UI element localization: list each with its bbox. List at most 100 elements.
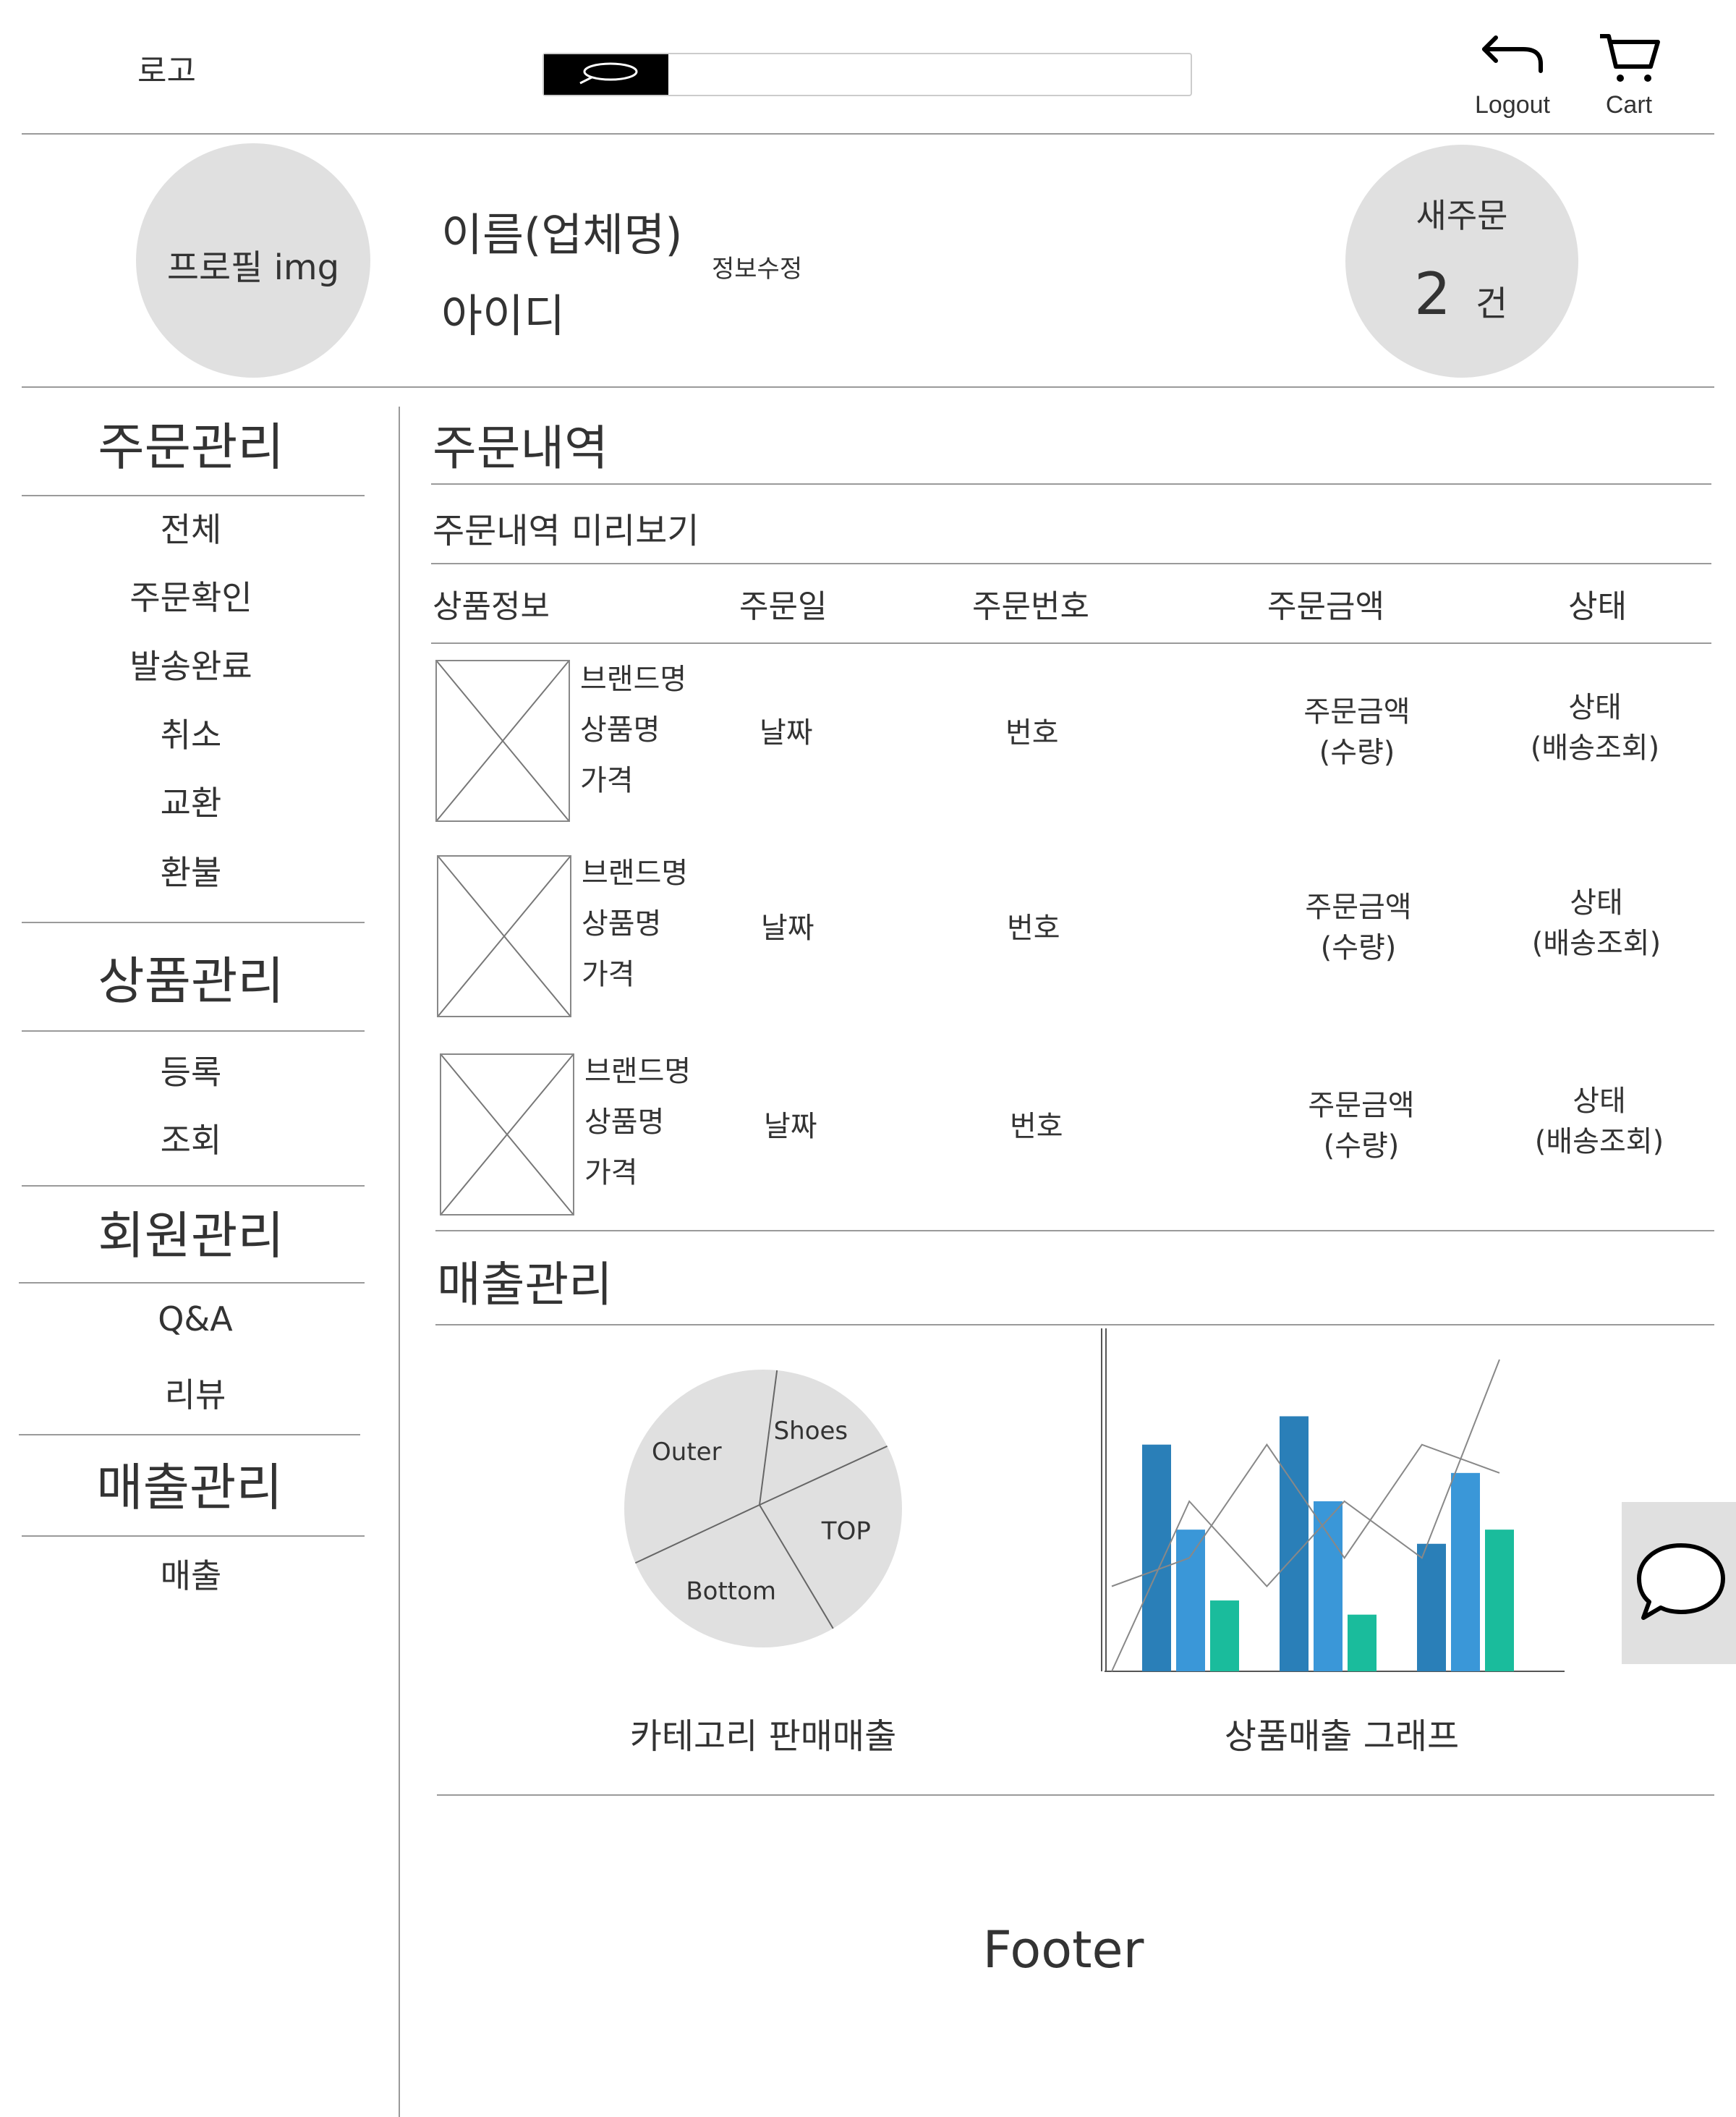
image-placeholder-icon — [437, 661, 569, 820]
sidebar-line — [22, 1185, 365, 1187]
col-header-amount: 주문금액 — [1267, 588, 1384, 625]
profile-image[interactable]: 프로필 img — [136, 143, 370, 378]
logo[interactable]: 로고 — [137, 53, 196, 90]
logout-button[interactable]: Logout — [1465, 29, 1560, 127]
search-input[interactable] — [671, 57, 1185, 92]
profile-id: 아이디 — [441, 289, 566, 342]
product-info: 브랜드명 상품명 가격 — [582, 848, 688, 1000]
bar[interactable] — [1417, 1543, 1446, 1671]
product-name: 상품명 — [580, 713, 660, 747]
order-status[interactable]: 상태 (배송조회) — [1497, 687, 1693, 768]
sidebar-heading-sales[interactable]: 매출관리 — [96, 1458, 283, 1517]
order-status-value: 상태 — [1568, 691, 1622, 724]
sidebar-divider — [399, 407, 400, 2117]
cart-label: Cart — [1605, 91, 1653, 119]
bar-chart[interactable] — [1096, 1325, 1573, 1679]
search-icon — [579, 62, 638, 85]
bar[interactable] — [1280, 1416, 1309, 1672]
bar[interactable] — [1485, 1530, 1514, 1671]
sidebar-heading-product[interactable]: 상품관리 — [98, 951, 284, 1011]
pie-slice-label: TOP — [821, 1517, 871, 1546]
tracking-link[interactable]: (배송조회) — [1530, 731, 1660, 765]
cart-button[interactable]: Cart — [1588, 29, 1669, 127]
order-status[interactable]: 상태 (배송조회) — [1502, 1081, 1697, 1162]
profile-divider — [22, 386, 1714, 388]
orders-bottom-divider — [435, 1230, 1714, 1231]
pie-slice-border — [759, 1504, 834, 1629]
orders-subtitle: 주문내역 미리보기 — [433, 511, 699, 551]
sidebar-item-register[interactable]: 등록 — [160, 1053, 222, 1092]
bar[interactable] — [1176, 1530, 1205, 1671]
sales-title-divider — [435, 1324, 1714, 1325]
search-button[interactable] — [544, 54, 668, 95]
order-amount-value: 주문금액 — [1308, 1089, 1415, 1122]
sidebar-line — [22, 495, 365, 496]
bar[interactable] — [1314, 1501, 1343, 1671]
sidebar-heading-order[interactable]: 주문관리 — [98, 417, 284, 477]
search-bar[interactable] — [542, 53, 1192, 96]
sidebar-line — [22, 922, 365, 923]
trend-line — [1111, 1443, 1500, 1587]
chat-button[interactable] — [1622, 1502, 1736, 1664]
new-order-badge[interactable]: 새주문 2 건 — [1345, 145, 1578, 378]
pie-slice-border — [759, 1445, 888, 1506]
product-brand: 브랜드명 — [584, 1055, 692, 1088]
product-price: 가격 — [584, 1156, 638, 1189]
order-number: 번호 — [1010, 1110, 1063, 1143]
table-row[interactable]: 브랜드명 상품명 가격 날짜 번호 주문금액 (수량) 상태 (배송조회) — [435, 1046, 1716, 1227]
sidebar-line — [22, 1535, 365, 1537]
new-order-unit: 건 — [1476, 284, 1508, 324]
product-thumbnail[interactable] — [440, 1053, 574, 1216]
pie-slice-border — [634, 1504, 760, 1564]
sidebar-heading-member[interactable]: 회원관리 — [98, 1206, 284, 1265]
sidebar-item-shipped[interactable]: 발송완료 — [129, 647, 252, 686]
order-quantity: (수량) — [1320, 931, 1397, 964]
pie-slice-border — [759, 1370, 778, 1506]
order-status[interactable]: 상태 (배송조회) — [1499, 883, 1694, 964]
table-row[interactable]: 브랜드명 상품명 가격 날짜 번호 주문금액 (수량) 상태 (배송조회) — [433, 848, 1713, 1029]
tracking-link[interactable]: (배송조회) — [1534, 1125, 1664, 1158]
orders-title-divider — [431, 483, 1711, 485]
sidebar-item-order-confirm[interactable]: 주문확인 — [129, 578, 252, 617]
col-header-date: 주문일 — [739, 588, 827, 625]
sidebar-item-cancel[interactable]: 취소 — [160, 716, 222, 755]
order-date: 날짜 — [764, 1110, 817, 1143]
col-header-status: 상태 — [1568, 588, 1627, 625]
order-status-value: 상태 — [1573, 1085, 1626, 1118]
profile-image-label: 프로필 img — [166, 247, 340, 288]
pie-slice-label: Shoes — [774, 1417, 848, 1446]
chat-bubble-icon — [1637, 1543, 1725, 1620]
product-price: 가격 — [582, 958, 635, 991]
bar[interactable] — [1142, 1444, 1171, 1671]
sidebar-item-qna[interactable]: Q&A — [158, 1299, 233, 1338]
orders-title: 주문내역 — [433, 420, 608, 476]
table-row[interactable]: 브랜드명 상품명 가격 날짜 번호 주문금액 (수량) 상태 (배송조회) — [431, 651, 1711, 832]
bar[interactable] — [1210, 1600, 1239, 1671]
bar[interactable] — [1451, 1472, 1480, 1671]
sidebar-item-all[interactable]: 전체 — [160, 510, 222, 549]
order-amount: 주문금액 (수량) — [1248, 692, 1465, 773]
order-amount: 주문금액 (수량) — [1253, 1085, 1470, 1166]
product-name: 상품명 — [582, 907, 662, 941]
sidebar-line — [22, 1030, 365, 1032]
product-thumbnail[interactable] — [437, 855, 571, 1017]
product-name: 상품명 — [584, 1106, 665, 1139]
order-date: 날짜 — [760, 716, 813, 750]
pie-chart[interactable]: Shoes TOP Bottom Outer — [622, 1367, 904, 1650]
product-thumbnail[interactable] — [435, 660, 570, 822]
order-amount: 주문금액 (수량) — [1250, 887, 1467, 968]
sales-title: 매출관리 — [437, 1257, 613, 1312]
sidebar-item-exchange[interactable]: 교환 — [160, 784, 222, 823]
sidebar-line — [19, 1282, 365, 1284]
sidebar-item-lookup[interactable]: 조회 — [160, 1121, 222, 1160]
sidebar-item-refund[interactable]: 환불 — [160, 853, 222, 892]
edit-info-link[interactable]: 정보수정 — [712, 255, 803, 284]
sidebar-item-review[interactable]: 리뷰 — [164, 1375, 226, 1414]
logout-label: Logout — [1475, 91, 1550, 119]
bar[interactable] — [1348, 1614, 1377, 1671]
tracking-link[interactable]: (배송조회) — [1531, 927, 1661, 960]
col-header-product: 상품정보 — [433, 588, 550, 625]
sidebar-item-sales[interactable]: 매출 — [160, 1556, 222, 1595]
orders-subtitle-divider — [431, 563, 1711, 564]
bar-chart-caption: 상품매출 그래프 — [1224, 1716, 1460, 1757]
